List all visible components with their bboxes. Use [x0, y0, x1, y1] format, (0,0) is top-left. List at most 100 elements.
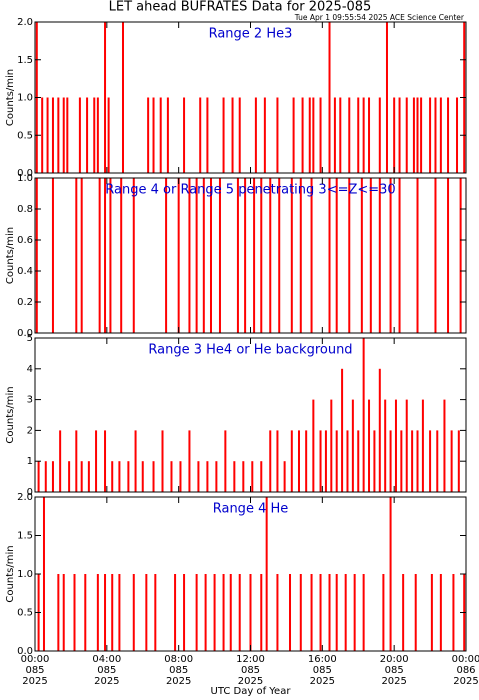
spike [104, 178, 107, 333]
spike [330, 399, 333, 492]
spike [414, 574, 417, 651]
spike [59, 430, 62, 492]
spike [253, 178, 256, 333]
spike [353, 574, 356, 651]
spike [179, 461, 182, 492]
y-tick-label: 2.0 [17, 492, 33, 503]
spike [68, 461, 71, 492]
spike [459, 178, 462, 333]
spike [335, 178, 338, 333]
spike [87, 461, 90, 492]
spike [206, 461, 209, 492]
y-tick-label: 0.2 [17, 297, 33, 308]
panel-annotation: Range 4 or Range 5 penetrating 3<=Z<=30 [105, 183, 395, 198]
spike [154, 574, 157, 651]
spike [224, 430, 227, 492]
spike [127, 461, 130, 492]
spike [439, 574, 442, 651]
spike [183, 574, 186, 651]
spike [62, 97, 65, 173]
spike [344, 574, 347, 651]
spike [299, 574, 302, 651]
spike [429, 430, 432, 492]
spike [434, 178, 437, 333]
spike [166, 97, 169, 173]
spike [348, 178, 351, 333]
x-tick-year: 2025 [238, 676, 263, 687]
spike [389, 178, 392, 333]
spike [107, 97, 110, 173]
y-tick-label: 2.0 [17, 17, 33, 28]
spike [120, 178, 123, 333]
spike [416, 430, 419, 492]
spike [209, 178, 212, 333]
spike [118, 461, 121, 492]
spike [378, 368, 381, 492]
spike [236, 178, 239, 333]
chart-subtitle: Tue Apr 1 09:55:54 2025 ACE Science Cent… [294, 13, 465, 22]
spike [177, 178, 180, 333]
spike [443, 399, 446, 492]
y-tick-label: 0.0 [17, 328, 33, 339]
spike [145, 574, 148, 651]
spike [75, 178, 78, 333]
spike [362, 338, 365, 492]
spike [132, 178, 135, 333]
spike [263, 97, 266, 173]
spike [297, 430, 300, 492]
spike [35, 178, 38, 333]
spike [141, 461, 144, 492]
spike [118, 574, 121, 651]
spike [301, 97, 304, 173]
spike [434, 97, 437, 173]
spike [231, 97, 234, 173]
spike [37, 461, 40, 492]
y-tick-label: 1.0 [17, 93, 33, 104]
spike [111, 574, 114, 651]
x-tick-year: 2025 [22, 676, 47, 687]
spike [420, 97, 423, 173]
spike [310, 574, 313, 651]
spike [450, 430, 453, 492]
spike [204, 574, 207, 651]
x-tick-day: 085 [313, 665, 332, 676]
spike [369, 178, 372, 333]
x-tick-year: 2025 [310, 676, 335, 687]
x-tick-day: 085 [169, 665, 188, 676]
spike [104, 430, 107, 492]
spike [238, 97, 241, 173]
spike [188, 178, 191, 333]
spike [95, 430, 98, 492]
spike [233, 461, 236, 492]
spike [357, 430, 360, 492]
spike [134, 430, 137, 492]
x-tick-year: 2025 [453, 676, 478, 687]
spike [335, 574, 338, 651]
spike [389, 497, 392, 651]
spike [308, 97, 311, 173]
spike [269, 430, 272, 492]
spike [382, 574, 385, 651]
spike [251, 461, 254, 492]
spike [218, 178, 221, 333]
spike [229, 574, 232, 651]
spike [276, 97, 279, 173]
y-tick-label: 0 [27, 487, 33, 498]
spike [384, 399, 387, 492]
spike [429, 97, 432, 173]
spike [346, 430, 349, 492]
spike [159, 97, 162, 173]
spike [328, 178, 331, 333]
spike [188, 430, 191, 492]
y-tick-label: 0.5 [17, 130, 33, 141]
spike [385, 22, 388, 173]
spike [341, 368, 344, 492]
spike [310, 178, 313, 333]
spike [319, 574, 322, 651]
y-tick-label: 1.5 [17, 55, 33, 66]
spike [276, 430, 279, 492]
y-axis-label: Counts/min [5, 545, 16, 602]
y-tick-label: 4 [27, 364, 33, 375]
spike [360, 178, 363, 333]
